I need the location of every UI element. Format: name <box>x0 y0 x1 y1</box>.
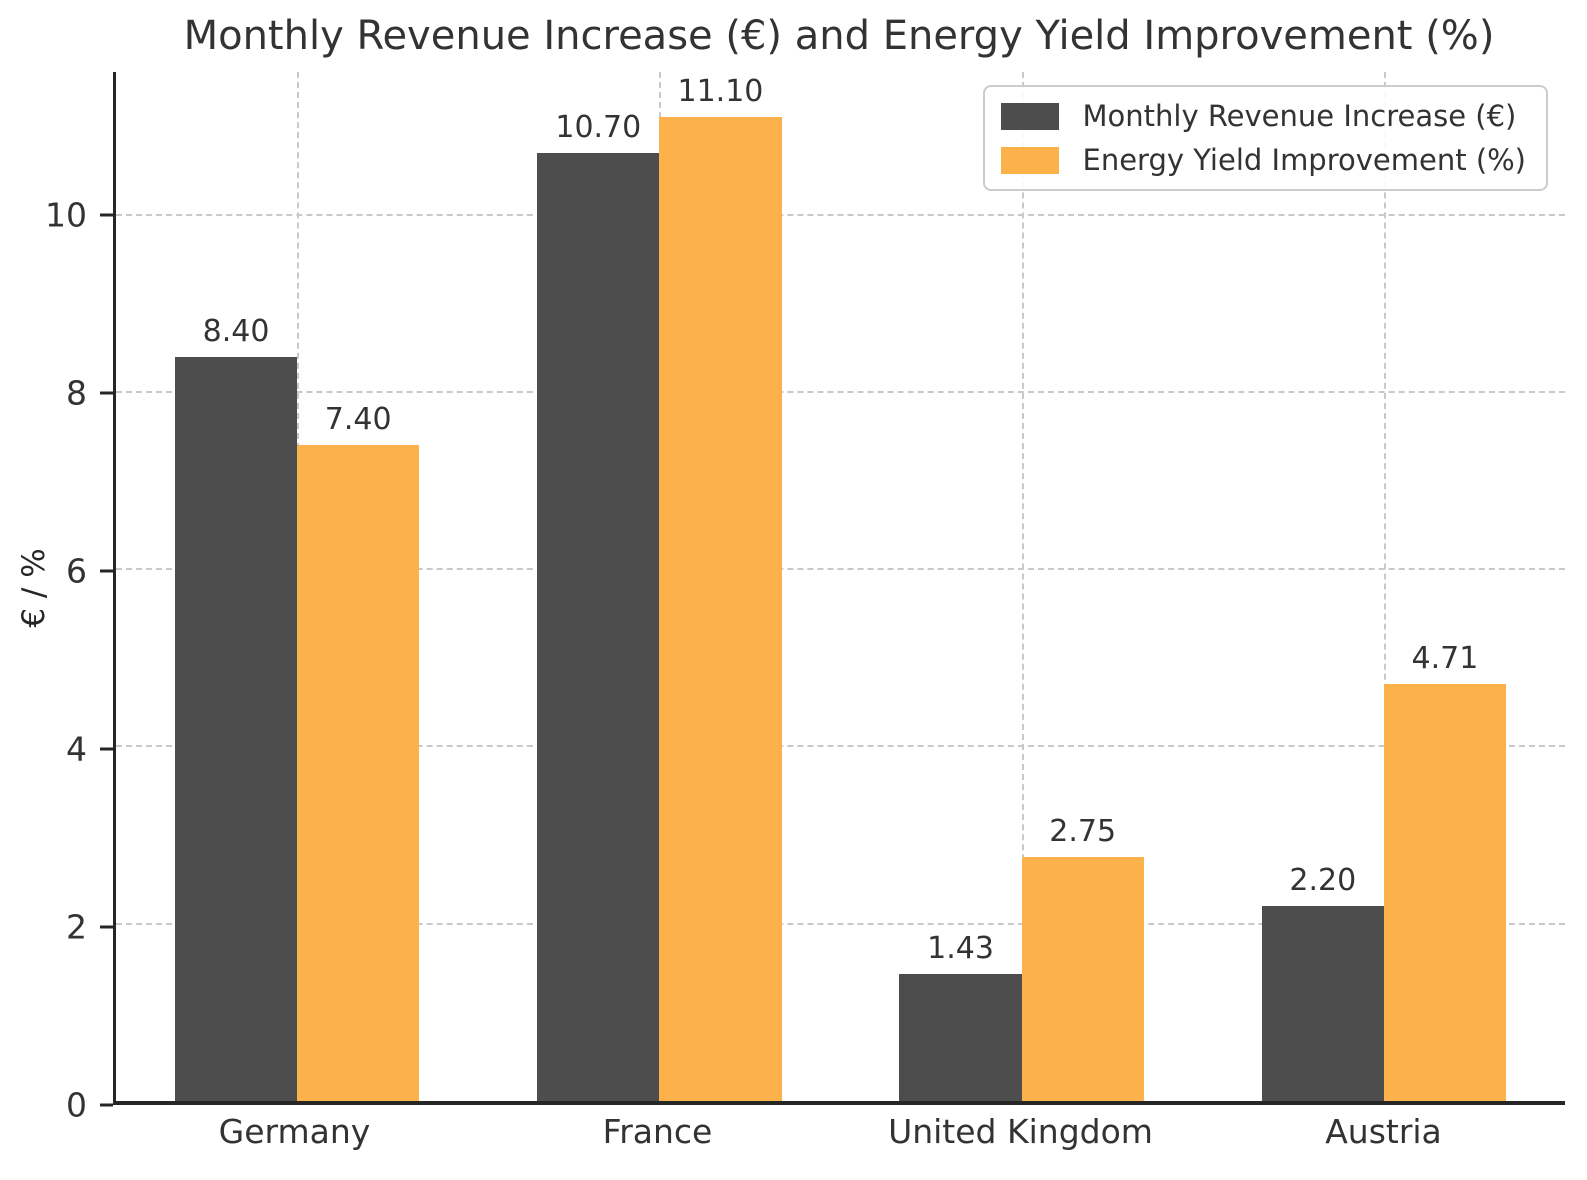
y-tick-mark <box>100 213 113 217</box>
bar-value-label: 2.20 <box>1289 863 1357 899</box>
legend-item-revenue: Monthly Revenue Increase (€) <box>1000 99 1527 133</box>
y-tick-label: 10 <box>45 195 87 235</box>
grid-line-horizontal <box>116 745 1565 748</box>
bar-yield <box>659 117 782 1101</box>
y-tick-label: 2 <box>66 907 87 947</box>
bar-yield <box>297 445 420 1101</box>
bar-revenue <box>537 152 660 1101</box>
bar-value-label: 2.75 <box>1049 814 1117 850</box>
x-tick-label: Germany <box>218 1112 371 1151</box>
grid-line-vertical <box>1383 72 1386 1101</box>
y-tick-mark <box>100 1103 113 1107</box>
legend-item-yield: Energy Yield Improvement (%) <box>1000 143 1527 177</box>
grid-line-vertical <box>1021 72 1024 1101</box>
chart-title: Monthly Revenue Increase (€) and Energy … <box>183 13 1495 59</box>
y-tick-mark <box>100 391 113 395</box>
bar-value-label: 8.40 <box>202 313 270 349</box>
x-tick-label: France <box>602 1112 713 1151</box>
y-tick-label: 6 <box>66 551 87 591</box>
x-tick-label: Austria <box>1325 1112 1442 1151</box>
bar-value-label: 1.43 <box>927 931 994 967</box>
y-axis: 0 2 4 6 8 10 <box>0 72 113 1122</box>
y-tick-label: 4 <box>66 729 87 769</box>
x-tick-label: United Kingdom <box>888 1112 1153 1151</box>
bar-yield <box>1383 683 1507 1101</box>
bar-value-label: 10.70 <box>555 109 642 145</box>
y-tick-mark <box>100 747 113 751</box>
revenue-series-swatch <box>1000 102 1059 130</box>
bar-value-label: 7.40 <box>324 402 392 438</box>
bar-yield <box>1021 857 1144 1101</box>
yield-series-swatch <box>1000 146 1059 174</box>
legend-label-revenue: Monthly Revenue Increase (€) <box>1082 99 1517 133</box>
grid-line-horizontal <box>116 568 1565 571</box>
plot-area: Monthly Revenue Increase (€) Energy Yiel… <box>113 72 1565 1105</box>
legend: Monthly Revenue Increase (€) Energy Yiel… <box>982 85 1548 191</box>
bar-revenue <box>1261 906 1384 1101</box>
bar-value-label: 11.10 <box>677 74 764 110</box>
y-tick-mark <box>100 925 113 929</box>
bar-revenue <box>174 356 298 1101</box>
x-axis: Germany France United Kingdom Austria <box>113 1112 1565 1172</box>
bar-value-label: 4.71 <box>1411 640 1479 676</box>
legend-label-yield: Energy Yield Improvement (%) <box>1082 143 1527 177</box>
grid-line-horizontal <box>116 390 1565 393</box>
grid-line-horizontal <box>116 213 1565 216</box>
y-tick-mark <box>100 569 113 573</box>
y-tick-label: 8 <box>66 373 87 413</box>
grid-line-horizontal <box>116 922 1565 925</box>
bar-revenue <box>899 974 1022 1101</box>
y-tick-label: 0 <box>66 1085 87 1125</box>
